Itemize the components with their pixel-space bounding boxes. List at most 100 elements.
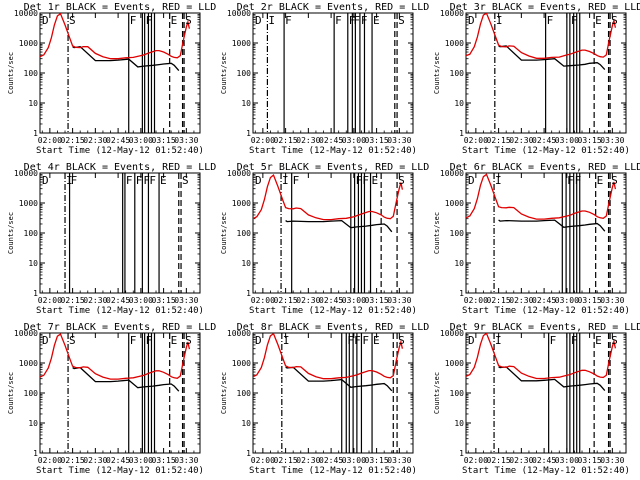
x-tick-label: 02:45 <box>532 456 556 465</box>
series-lld-line <box>466 13 617 59</box>
flag-label: F <box>149 174 156 187</box>
flag-label: F <box>71 174 78 187</box>
x-tick-label: 02:00 <box>38 296 62 305</box>
x-tick-label: 02:15 <box>274 136 298 145</box>
y-tick-label: 10 <box>241 419 251 428</box>
plot-frame <box>465 172 627 294</box>
y-tick-label: 1 <box>459 129 464 138</box>
flag-label: F <box>347 334 354 347</box>
y-tick-label: 100 <box>24 389 39 398</box>
flag-label: F <box>361 14 368 27</box>
x-tick-label: 03:15 <box>152 136 176 145</box>
y-tick-label: 100 <box>450 69 465 78</box>
y-tick-label: 10000 <box>440 169 464 178</box>
y-tick-label: 1000 <box>19 39 38 48</box>
flag-label: F <box>550 334 557 347</box>
plot-area <box>466 333 617 453</box>
panel-det-1r: Det 1r BLACK = Events, RED = LLD 1 10 100 10… <box>7 2 216 156</box>
plot-frame <box>252 172 414 294</box>
flag-text: D <box>255 174 262 187</box>
series-lld-line <box>40 13 191 60</box>
x-tick-label: 03:30 <box>600 296 624 305</box>
y-axis-label: Counts/sec <box>433 52 441 94</box>
panel-det-8r: Det 8r BLACK = Events, RED = LLD 1 10 100 10… <box>220 322 429 476</box>
y-tick-label: 1000 <box>19 199 38 208</box>
x-tick-label: 03:00 <box>342 456 366 465</box>
flag-text: D <box>468 334 475 347</box>
panel-det-2r: Det 2r BLACK = Events, RED = LLD 1 10 100 10… <box>220 2 429 156</box>
flag-text: D <box>42 14 49 27</box>
x-tick-label: 02:45 <box>319 136 343 145</box>
flag-label: E <box>160 174 167 187</box>
y-axis-label: Counts/sec <box>433 372 441 414</box>
flag-label: E <box>372 174 379 187</box>
x-tick-label: 02:00 <box>251 456 275 465</box>
flag-text: D <box>42 174 49 187</box>
flag-label: F <box>136 174 143 187</box>
y-tick-label: 10 <box>454 99 464 108</box>
panel-title: Det 1r BLACK = Events, RED = LLD <box>24 2 217 13</box>
x-tick-label: 02:30 <box>83 456 107 465</box>
y-tick-label: 10 <box>454 419 464 428</box>
flag-label: F <box>130 14 137 27</box>
y-tick-label: 100 <box>450 389 465 398</box>
x-tick-label: 03:30 <box>387 456 411 465</box>
x-tick-label: 02:30 <box>509 136 533 145</box>
x-tick-label: 02:30 <box>296 296 320 305</box>
series-events-line <box>72 46 180 72</box>
flag-label: E <box>171 14 178 27</box>
series-lld-line <box>253 333 404 380</box>
plot-frame <box>465 332 627 454</box>
plot-frame <box>39 172 201 294</box>
flag-label: F <box>353 14 360 27</box>
plot-area <box>40 13 191 133</box>
x-tick-label: 03:00 <box>129 296 153 305</box>
y-tick-label: 100 <box>450 229 465 238</box>
x-tick-label: 03:30 <box>387 296 411 305</box>
y-tick-label: 100 <box>237 229 252 238</box>
x-tick-label: 03:00 <box>129 456 153 465</box>
panel-det-9r: Det 9r BLACK = Events, RED = LLD 1 10 100 10… <box>433 322 640 476</box>
flag-text: D <box>468 174 475 187</box>
flag-label: F <box>567 174 574 187</box>
flag-label: F <box>362 174 369 187</box>
flag-label: F <box>356 174 363 187</box>
flag-label: F <box>285 14 292 27</box>
x-tick-label: 02:15 <box>487 136 511 145</box>
flag-label: I <box>282 174 289 187</box>
y-tick-label: 1 <box>33 289 38 298</box>
panel-det-5r: Det 5r BLACK = Events, RED = LLD 1 10 100 10… <box>220 162 429 316</box>
series-events-line <box>285 366 393 392</box>
y-tick-label: 10 <box>28 259 38 268</box>
flag-label: E <box>595 334 602 347</box>
x-tick-label: 03:30 <box>174 136 198 145</box>
flag-label: I <box>496 14 503 27</box>
plot-frame <box>39 12 201 134</box>
x-tick-label: 03:15 <box>578 456 602 465</box>
x-tick-label: 02:15 <box>487 296 511 305</box>
x-tick-label: 03:00 <box>555 456 579 465</box>
flag-label: F <box>571 334 578 347</box>
panel-det-6r: Det 6r BLACK = Events, RED = LLD 1 10 100 10… <box>433 162 640 316</box>
x-tick-label: 02:00 <box>251 296 275 305</box>
panel-title: Det 5r BLACK = Events, RED = LLD <box>237 162 430 173</box>
x-tick-label: 03:00 <box>555 136 579 145</box>
plot-frame <box>252 332 414 454</box>
plot-area <box>253 173 404 293</box>
x-tick-label: 02:15 <box>274 456 298 465</box>
series-lld-line <box>466 173 617 220</box>
series-lld-line <box>466 333 617 380</box>
y-tick-label: 100 <box>24 229 39 238</box>
x-axis-label: Start Time (12-May-12 01:52:40) <box>249 146 417 156</box>
series-lld-line <box>253 174 404 221</box>
panel-title: Det 9r BLACK = Events, RED = LLD <box>450 322 640 333</box>
flag-label: S <box>185 14 192 27</box>
x-tick-label: 03:30 <box>600 136 624 145</box>
plot-area <box>253 333 404 453</box>
x-tick-label: 03:15 <box>152 456 176 465</box>
x-tick-label: 02:45 <box>532 136 556 145</box>
y-tick-label: 10 <box>241 99 251 108</box>
x-axis-label: Start Time (12-May-12 01:52:40) <box>36 466 204 476</box>
y-tick-label: 1 <box>33 129 38 138</box>
plot-area <box>266 13 398 133</box>
